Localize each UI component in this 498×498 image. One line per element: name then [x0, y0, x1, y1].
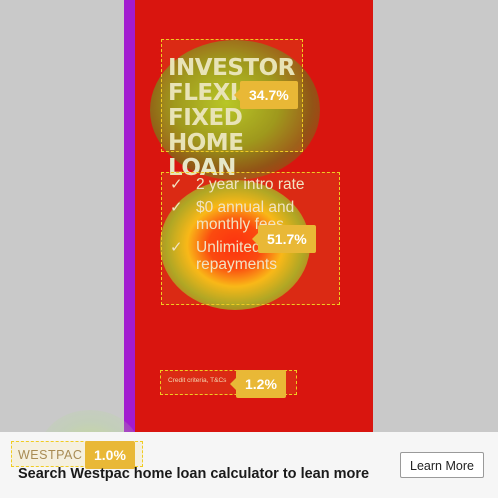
- bullet-text: repayments: [196, 256, 277, 273]
- bullet-item: ✓ $0 annual and monthly fees: [170, 199, 340, 233]
- attention-badge-headline: 34.7%: [234, 81, 298, 109]
- brand-logo: WESTPAC: [18, 448, 83, 462]
- attention-badge-bullets: 51.7%: [252, 225, 316, 253]
- checkmark-icon: ✓: [170, 176, 183, 193]
- attention-badge-brand: 1.0%: [85, 441, 135, 469]
- footer-cta-text: Search Westpac home loan calculator to l…: [18, 466, 370, 482]
- bullet-item: ✓ 2 year intro rate: [170, 176, 340, 193]
- headline-line: FLEXI FIXED: [168, 80, 243, 131]
- headline-line: INVESTOR: [168, 55, 295, 81]
- attention-badge-credit: 1.2%: [230, 370, 286, 398]
- credit-criteria-link[interactable]: Credit criteria, T&Cs: [168, 377, 227, 384]
- checkmark-icon: ✓: [170, 239, 183, 256]
- learn-more-button[interactable]: Learn More: [400, 452, 484, 478]
- bullet-text: $0 annual and: [196, 199, 295, 216]
- bullet-text: 2 year intro rate: [196, 176, 305, 193]
- ad-accent-stripe: [124, 0, 135, 432]
- checkmark-icon: ✓: [170, 199, 183, 216]
